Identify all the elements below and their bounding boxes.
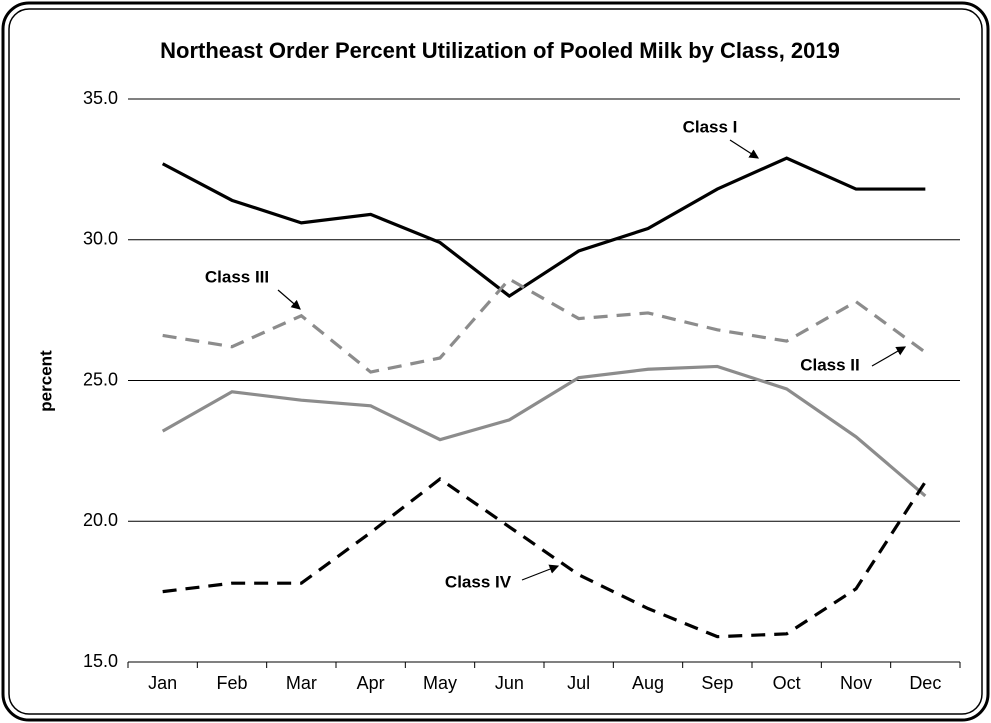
annotation-arrow (729, 139, 760, 159)
x-tick-label: Dec (909, 673, 941, 693)
x-tick-label: Feb (216, 673, 247, 693)
x-tick-label: Jan (148, 673, 177, 693)
annotation: Class III (205, 267, 269, 286)
x-tick-label: Jun (495, 673, 524, 693)
x-tick-label: Sep (701, 673, 733, 693)
series-line (161, 364, 927, 498)
series-line (162, 477, 927, 639)
y-tick-label: 30.0 (83, 229, 118, 249)
annotation-arrow (277, 289, 301, 310)
x-tick-label: Oct (773, 673, 801, 693)
annotation: Class IV (445, 572, 512, 591)
x-tick-label: Mar (286, 673, 317, 693)
y-tick-label: 35.0 (83, 88, 118, 108)
chart-title: Northeast Order Percent Utilization of P… (160, 38, 840, 63)
series-line (162, 277, 927, 374)
x-tick-label: Nov (840, 673, 872, 693)
x-tick-label: Jul (567, 673, 590, 693)
x-tick-label: Apr (357, 673, 385, 693)
y-axis-label: percent (36, 350, 55, 412)
annotation: Class II (800, 355, 860, 374)
annotation-arrow (521, 564, 560, 581)
x-tick-label: Aug (632, 673, 664, 693)
annotation: Class I (683, 117, 738, 136)
x-tick-label: May (423, 673, 457, 693)
frame-inner (8, 8, 983, 715)
y-tick-label: 20.0 (83, 510, 118, 530)
y-tick-label: 25.0 (83, 369, 118, 389)
y-tick-label: 15.0 (83, 651, 118, 671)
annotation-arrow (871, 346, 907, 367)
series-line (161, 156, 926, 299)
